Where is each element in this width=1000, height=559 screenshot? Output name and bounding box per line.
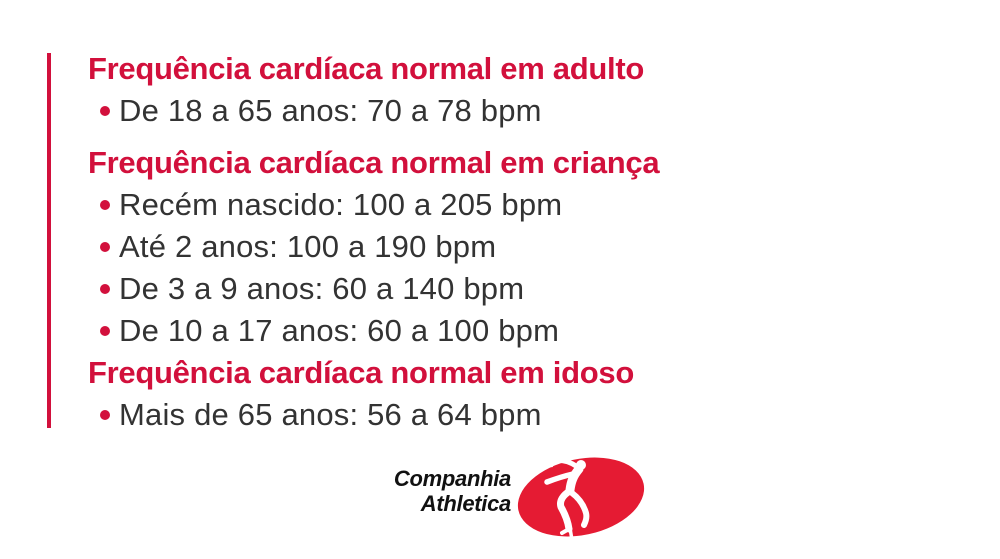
item-list-adulto: De 18 a 65 anos: 70 a 78 bpm xyxy=(88,90,948,132)
list-item: Recém nascido: 100 a 205 bpm xyxy=(88,184,948,226)
heart-rate-content: Frequência cardíaca normal em adulto De … xyxy=(88,48,948,436)
list-item-text: De 10 a 17 anos: 60 a 100 bpm xyxy=(119,313,560,348)
list-item-text: Mais de 65 anos: 56 a 64 bpm xyxy=(119,397,542,432)
bullet-icon xyxy=(100,242,110,252)
section-adulto: Frequência cardíaca normal em adulto De … xyxy=(88,48,948,132)
list-item: De 10 a 17 anos: 60 a 100 bpm xyxy=(88,310,948,352)
bullet-icon xyxy=(100,106,110,116)
list-item-text: De 18 a 65 anos: 70 a 78 bpm xyxy=(119,93,542,128)
section-crianca: Frequência cardíaca normal em criança Re… xyxy=(88,142,948,352)
section-title-idoso: Frequência cardíaca normal em idoso xyxy=(88,355,634,390)
logo-text: Companhia Athletica xyxy=(393,454,511,516)
discus-thrower-icon xyxy=(517,457,645,540)
item-list-idoso: Mais de 65 anos: 56 a 64 bpm xyxy=(88,394,948,436)
section-title-adulto: Frequência cardíaca normal em adulto xyxy=(88,51,644,86)
logo-line2: Athletica xyxy=(420,491,512,516)
bullet-icon xyxy=(100,284,110,294)
bullet-icon xyxy=(100,326,110,336)
list-item: De 18 a 65 anos: 70 a 78 bpm xyxy=(88,90,948,132)
accent-rule xyxy=(47,53,51,428)
list-item: De 3 a 9 anos: 60 a 140 bpm xyxy=(88,268,948,310)
list-item: Até 2 anos: 100 a 190 bpm xyxy=(88,226,948,268)
section-title-crianca: Frequência cardíaca normal em criança xyxy=(88,145,660,180)
list-item-text: Recém nascido: 100 a 205 bpm xyxy=(119,187,563,222)
item-list-crianca: Recém nascido: 100 a 205 bpm Até 2 anos:… xyxy=(88,184,948,352)
logo: Companhia Athletica xyxy=(393,454,649,540)
section-idoso: Frequência cardíaca normal em idoso Mais… xyxy=(88,352,948,436)
list-item: Mais de 65 anos: 56 a 64 bpm xyxy=(88,394,948,436)
bullet-icon xyxy=(100,200,110,210)
list-item-text: De 3 a 9 anos: 60 a 140 bpm xyxy=(119,271,525,306)
bullet-icon xyxy=(100,410,110,420)
logo-line1: Companhia xyxy=(393,466,511,491)
list-item-text: Até 2 anos: 100 a 190 bpm xyxy=(119,229,497,264)
